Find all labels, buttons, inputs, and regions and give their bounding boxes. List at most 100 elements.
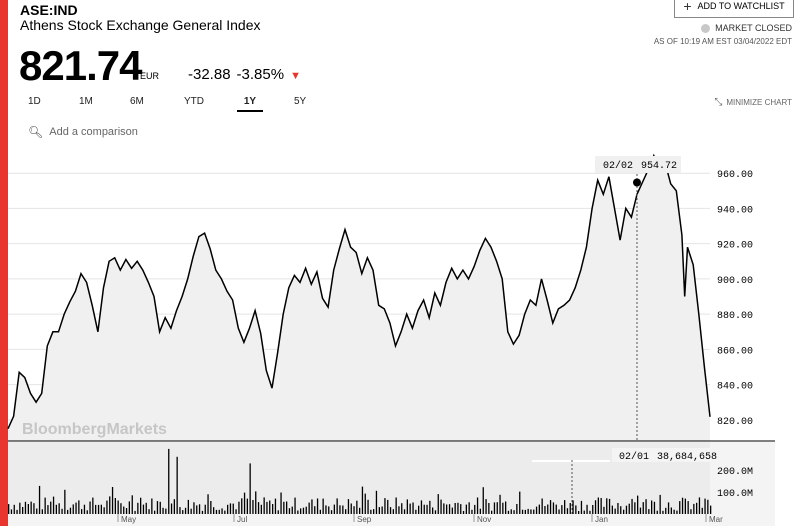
- volume-bar: [266, 501, 268, 514]
- volume-bar: [176, 456, 178, 514]
- volume-bar: [213, 507, 215, 514]
- highlight-point[interactable]: [632, 178, 641, 187]
- volume-bar: [476, 497, 479, 514]
- volume-bar: [398, 506, 400, 514]
- volume-bar: [92, 497, 94, 514]
- volume-bar: [342, 505, 344, 514]
- volume-bar: [221, 508, 223, 514]
- y-axis-labels: 960.00 940.00 920.00 900.00 880.00 860.00 840.…: [717, 170, 753, 428]
- volume-bar: [586, 504, 588, 514]
- volume-bar: [384, 498, 386, 514]
- volume-bar: [575, 505, 577, 514]
- volume-tick-200m: 200.0M: [717, 467, 753, 478]
- down-arrow-icon: ▼: [290, 70, 301, 82]
- volume-bar: [499, 494, 501, 514]
- volume-bar: [322, 498, 324, 514]
- y-tick-label: 880.00: [717, 311, 753, 322]
- minimize-chart-button[interactable]: ⤡ MINIMIZE CHART: [714, 97, 792, 108]
- volume-bar: [83, 504, 86, 514]
- volume-bar: [381, 506, 383, 514]
- volume-bar: [600, 498, 602, 514]
- volume-bar: [134, 510, 136, 514]
- volume-bar: [257, 502, 260, 514]
- minimize-label: MINIMIZE CHART: [726, 98, 792, 107]
- volume-bar: [109, 496, 111, 514]
- volume-tooltip: [612, 448, 724, 462]
- volume-bar: [305, 506, 307, 514]
- volume-bar: [538, 504, 540, 514]
- volume-bar: [510, 509, 512, 514]
- volume-bar: [628, 503, 630, 514]
- volume-bar: [263, 497, 265, 514]
- volume-bar: [314, 506, 316, 514]
- tab-6m[interactable]: 6M: [130, 96, 144, 107]
- volume-bar: [580, 500, 583, 514]
- volume-bar: [19, 502, 21, 514]
- volume-bar: [38, 485, 41, 514]
- volume-bar: [235, 509, 237, 514]
- volume-bar: [333, 504, 335, 514]
- volume-bar: [151, 498, 153, 514]
- volume-bar: [168, 448, 170, 514]
- volume-bar: [148, 509, 150, 514]
- volume-bar: [375, 490, 378, 514]
- volume-bar: [260, 504, 262, 514]
- price-change: -32.88 -3.85% ▼: [188, 66, 301, 83]
- volume-bar: [681, 497, 684, 514]
- change-percent: -3.85%: [236, 66, 285, 83]
- volume-bar: [137, 502, 139, 514]
- volume-bar: [193, 502, 195, 514]
- tab-ytd[interactable]: YTD: [184, 96, 204, 107]
- volume-bar: [111, 487, 114, 514]
- volume-bar: [64, 489, 66, 514]
- volume-bar: [78, 500, 80, 514]
- volume-bar: [123, 506, 125, 514]
- volume-bar: [387, 499, 389, 514]
- volume-bar: [30, 501, 32, 514]
- volume-bar: [353, 506, 355, 514]
- volume-highlight-value: 38,684,658: [657, 452, 717, 463]
- volume-bar: [471, 509, 473, 514]
- y-tick-label: 820.00: [717, 417, 753, 428]
- tab-1m[interactable]: 1M: [79, 96, 93, 107]
- volume-bar: [625, 505, 628, 514]
- volume-bar: [69, 507, 72, 514]
- volume-bar: [154, 510, 156, 514]
- volume-bar: [645, 499, 647, 514]
- y-tick-label: 960.00: [717, 170, 753, 181]
- volume-bar: [662, 510, 664, 514]
- volume-plot-area: [8, 442, 710, 514]
- tab-1d[interactable]: 1D: [28, 96, 41, 107]
- volume-bar: [462, 511, 465, 514]
- volume-bar: [648, 509, 650, 514]
- volume-bar: [218, 509, 220, 514]
- volume-bar: [412, 502, 414, 514]
- volume-bar: [513, 510, 515, 514]
- volume-bar: [58, 503, 60, 514]
- volume-bar: [297, 510, 299, 514]
- volume-bar: [269, 500, 271, 514]
- accent-bar: [0, 0, 8, 526]
- volume-bar: [673, 509, 675, 514]
- tab-1y[interactable]: 1Y: [237, 96, 263, 112]
- tab-5y[interactable]: 5Y: [294, 96, 307, 107]
- volume-bar: [106, 500, 108, 514]
- price-area: [8, 155, 710, 441]
- volume-bar: [583, 510, 585, 514]
- volume-bar: [179, 507, 181, 514]
- volume-bar: [215, 509, 218, 514]
- volume-bar: [521, 509, 524, 514]
- volume-bar: [578, 511, 580, 514]
- volume-bar: [589, 510, 591, 514]
- volume-bar: [142, 504, 145, 514]
- volume-bar: [608, 498, 611, 514]
- volume-bar: [238, 501, 240, 514]
- search-icon: 🔍︎: [28, 125, 44, 139]
- add-to-watchlist-button[interactable]: + ADD TO WATCHLIST: [674, 0, 794, 18]
- volume-bar: [55, 504, 57, 514]
- volume-bar: [311, 499, 313, 514]
- volume-bar: [493, 502, 496, 514]
- volume-bar: [272, 504, 274, 514]
- volume-bar: [535, 506, 538, 514]
- volume-bar: [232, 503, 234, 514]
